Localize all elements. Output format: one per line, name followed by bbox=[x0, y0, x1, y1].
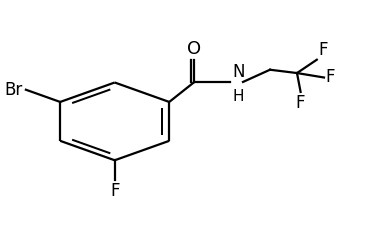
Text: N: N bbox=[232, 63, 245, 81]
Text: O: O bbox=[187, 40, 202, 58]
Text: F: F bbox=[326, 68, 335, 86]
Text: Br: Br bbox=[5, 81, 23, 99]
Text: H: H bbox=[232, 89, 244, 104]
Text: F: F bbox=[296, 94, 305, 112]
Text: F: F bbox=[110, 182, 120, 200]
Text: F: F bbox=[319, 40, 328, 58]
